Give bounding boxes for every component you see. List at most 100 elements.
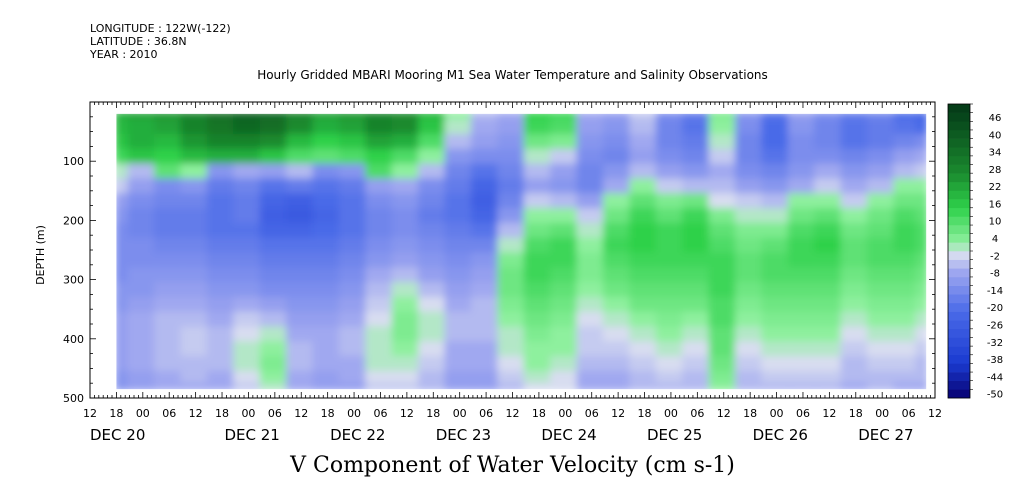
heatmap-cell: [866, 252, 898, 272]
heatmap-cell: [655, 178, 687, 198]
heatmap-cell: [576, 113, 607, 124]
heatmap-cell: [444, 163, 475, 183]
x-tick-label: 18: [532, 407, 546, 420]
heatmap-cell: [523, 282, 555, 301]
heatmap-cell: [655, 134, 687, 153]
colorbar-swatch: [948, 199, 970, 209]
heatmap-cell: [127, 119, 159, 139]
heatmap-cell: [127, 222, 159, 242]
heatmap-cell: [602, 113, 634, 124]
heatmap-cell: [708, 148, 739, 168]
heatmap-cell: [286, 163, 317, 183]
heatmap-cell: [840, 237, 871, 257]
heatmap-cell: [206, 311, 238, 331]
heatmap-cell: [915, 148, 927, 168]
heatmap-cell: [259, 178, 291, 198]
heatmap-cell: [338, 341, 370, 361]
heatmap-cell: [602, 134, 634, 153]
heatmap-cell: [418, 252, 449, 272]
heatmap-cell: [734, 356, 766, 375]
heatmap-cell: [523, 163, 555, 183]
heatmap-cell: [682, 282, 713, 301]
heatmap-cell: [391, 326, 423, 346]
colorbar-swatch: [948, 181, 970, 191]
heatmap-cell: [893, 208, 920, 227]
heatmap-cell: [497, 148, 528, 168]
colorbar-label: 16: [989, 199, 1002, 210]
heatmap-cell: [734, 222, 766, 242]
heatmap-cell: [233, 311, 264, 331]
heatmap-cell: [286, 178, 317, 198]
colorbar-swatch: [948, 268, 970, 278]
heatmap-cell: [915, 311, 927, 331]
x-tick-label: 18: [638, 407, 652, 420]
heatmap-cell: [602, 267, 634, 287]
heatmap-cell: [787, 148, 819, 168]
heatmap-cell: [576, 326, 607, 346]
heatmap-cell: [655, 193, 687, 213]
heatmap-cell: [682, 222, 713, 242]
heatmap-cell: [576, 382, 607, 390]
heatmap-cell: [418, 356, 449, 375]
heatmap-cell: [734, 148, 766, 168]
heatmap-cell: [444, 356, 475, 375]
heatmap-cell: [206, 134, 238, 153]
heatmap-cell: [365, 237, 396, 257]
heatmap-cell: [259, 134, 291, 153]
heatmap-cell: [576, 282, 607, 301]
heatmap-cell: [787, 296, 819, 316]
heatmap-cell: [312, 252, 343, 272]
x-tick-label: 00: [136, 407, 150, 420]
colorbar-label: 28: [989, 165, 1002, 176]
date-label: DEC 26: [753, 426, 808, 444]
heatmap-cell: [127, 148, 159, 168]
colorbar-swatch: [948, 294, 970, 304]
heatmap-cell: [655, 341, 687, 361]
heatmap-cell: [418, 113, 449, 124]
heatmap-cell: [259, 341, 291, 361]
heatmap-cell: [127, 267, 159, 287]
heatmap-cell: [497, 282, 528, 301]
heatmap-cell: [523, 193, 555, 213]
heatmap-cell: [602, 163, 634, 183]
heatmap-cell: [708, 296, 739, 316]
heatmap-cell: [629, 148, 660, 168]
heatmap-cell: [127, 193, 159, 213]
heatmap-cell: [127, 113, 159, 124]
heatmap-cell: [629, 134, 660, 153]
heatmap-cell: [655, 148, 687, 168]
heatmap-cell: [629, 119, 660, 139]
heatmap-cell: [550, 119, 581, 139]
x-tick-label: 12: [400, 407, 414, 420]
heatmap-cell: [365, 282, 396, 301]
heatmap-cell: [550, 356, 581, 375]
heatmap-cell: [444, 193, 475, 213]
heatmap-cell: [127, 296, 159, 316]
heatmap-cell: [682, 163, 713, 183]
heatmap-cell: [233, 341, 264, 361]
heatmap-cell: [866, 341, 898, 361]
heatmap-cell: [233, 222, 264, 242]
heatmap-cell: [814, 382, 845, 390]
heatmap-cell: [470, 382, 502, 390]
heatmap-cell: [655, 119, 687, 139]
colorbar-swatch: [948, 233, 970, 243]
heatmap-cell: [180, 119, 211, 139]
heatmap-cell: [576, 134, 607, 153]
heatmap-cell: [154, 113, 185, 124]
x-tick-label: 12: [506, 407, 520, 420]
heatmap-cell: [127, 252, 159, 272]
heatmap-cell: [576, 296, 607, 316]
heatmap-cell: [286, 356, 317, 375]
heatmap-cell: [312, 356, 343, 375]
heatmap-cell: [915, 282, 927, 301]
heatmap-cell: [761, 237, 792, 257]
heatmap-cell: [866, 193, 898, 213]
heatmap-cell: [866, 222, 898, 242]
heatmap-cell: [338, 208, 370, 227]
heatmap-cell: [286, 237, 317, 257]
heatmap-cell: [576, 178, 607, 198]
heatmap-cell: [550, 237, 581, 257]
colorbar-label: -44: [987, 372, 1003, 383]
heatmap-cell: [629, 178, 660, 198]
